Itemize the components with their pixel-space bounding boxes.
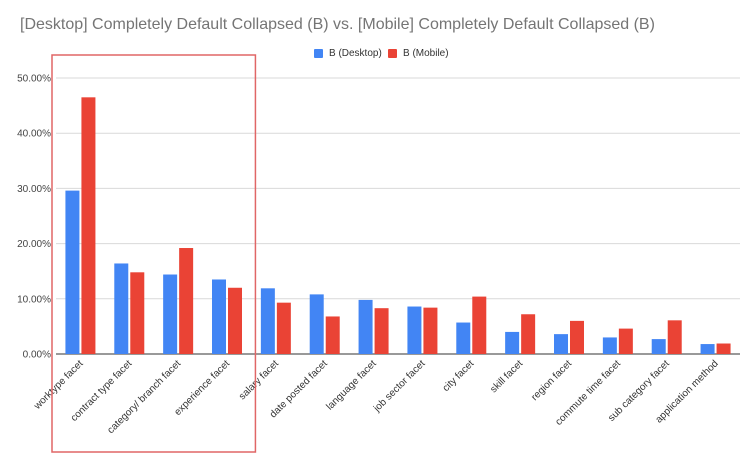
bar-mobile (570, 320, 584, 354)
bar-desktop (260, 288, 275, 354)
x-tick-label: city facet (441, 358, 477, 394)
legend-label-mobile: B (Mobile) (403, 48, 449, 59)
legend-label-desktop: B (Desktop) (329, 48, 382, 59)
bar-mobile (179, 248, 194, 354)
bar-mobile (618, 328, 633, 354)
legend-swatch-mobile (388, 49, 397, 58)
bar-mobile (667, 320, 682, 354)
chart-title: [Desktop] Completely Default Collapsed (… (20, 16, 655, 33)
y-tick-label: 20.00% (17, 239, 51, 250)
bar-mobile (81, 97, 96, 354)
bar-desktop (700, 344, 715, 354)
bar-mobile (374, 308, 389, 354)
bar-mobile (130, 272, 145, 354)
bar-desktop (554, 334, 568, 354)
bar-mobile (276, 302, 291, 354)
chart-legend: B (Desktop) B (Mobile) (0, 48, 752, 64)
x-tick-label: skill facet (488, 358, 525, 395)
legend-swatch-desktop (314, 49, 323, 58)
bar-desktop (505, 331, 520, 354)
bar-desktop (407, 306, 422, 354)
bar-desktop (65, 190, 80, 354)
bar-mobile (521, 314, 536, 354)
y-tick-label: 30.00% (17, 184, 51, 195)
bar-desktop (358, 299, 373, 354)
bar-desktop (456, 322, 471, 354)
y-tick-label: 50.00% (17, 74, 51, 85)
x-tick-label: worktype facet (31, 358, 85, 412)
highlight-box (51, 54, 257, 453)
bar-desktop (651, 339, 666, 354)
x-tick-label: language facet (325, 358, 379, 412)
bar-mobile (228, 287, 242, 354)
y-tick-label: 10.00% (17, 294, 51, 305)
bar-desktop (602, 337, 617, 354)
bar-mobile (325, 316, 340, 354)
bar-desktop (212, 279, 226, 354)
bar-mobile (716, 343, 731, 354)
x-tick-label: job sector facet (371, 358, 428, 415)
legend-item-desktop: B (Desktop) (314, 48, 382, 59)
bar-desktop (309, 294, 324, 354)
bar-desktop (163, 274, 178, 354)
bar-mobile (472, 296, 487, 354)
x-tick-label: salary facet (237, 358, 281, 402)
bar-mobile (423, 307, 438, 354)
legend-item-mobile: B (Mobile) (388, 48, 449, 59)
y-tick-label: 0.00% (23, 350, 51, 361)
y-tick-label: 40.00% (17, 129, 51, 140)
bar-desktop (114, 263, 129, 354)
x-tick-label: region facet (529, 358, 574, 403)
